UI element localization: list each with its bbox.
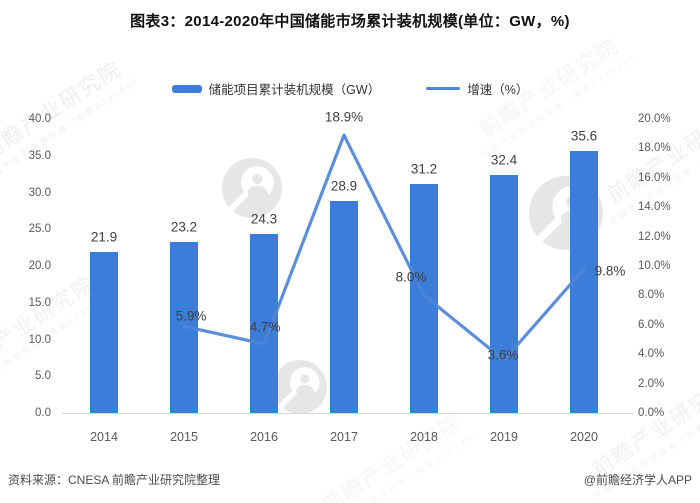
bar-value-label: 28.9 bbox=[330, 178, 358, 194]
bar-value-label: 31.2 bbox=[410, 161, 438, 177]
bar-2019 bbox=[490, 174, 518, 413]
x-axis-label: 2018 bbox=[410, 430, 438, 444]
y-axis-left-tick: 10.0 bbox=[28, 333, 51, 346]
y-axis-right-tick: 4.0% bbox=[638, 348, 665, 361]
source-note: 资料来源：CNESA 前瞻产业研究院整理 bbox=[8, 473, 221, 487]
legend-bar-swatch-icon bbox=[171, 84, 202, 93]
y-axis-left-tick: 35.0 bbox=[28, 149, 51, 162]
legend-item-growth-rate: 增速（%） bbox=[426, 79, 528, 98]
y-axis-left-tick: 20.0 bbox=[28, 260, 51, 272]
x-axis-label: 2017 bbox=[330, 430, 358, 444]
bar-value-label: 23.2 bbox=[170, 219, 198, 235]
y-axis-left-tick: 25.0 bbox=[28, 223, 51, 236]
bar-value-label: 24.3 bbox=[250, 211, 278, 227]
y-axis-left-tick: 0.0 bbox=[35, 407, 51, 419]
x-axis-label: 2015 bbox=[170, 430, 198, 444]
legend-item-installed-capacity: 储能项目累计装机规模（GW） bbox=[171, 79, 381, 98]
y-axis-right-tick: 20.0% bbox=[638, 113, 671, 125]
legend: 储能项目累计装机规模（GW） 增速（%） bbox=[0, 79, 700, 98]
legend-label-installed-capacity: 储能项目累计装机规模（GW） bbox=[208, 83, 381, 97]
y-axis-right-tick: 14.0% bbox=[638, 201, 671, 214]
bar-2017 bbox=[330, 200, 358, 413]
credit-note: @前瞻经济学人APP bbox=[583, 473, 692, 487]
y-axis-right-tick: 12.0% bbox=[638, 230, 671, 243]
bar-value-label: 35.6 bbox=[570, 128, 598, 144]
x-axis-label: 2014 bbox=[90, 430, 118, 444]
x-axis-label: 2019 bbox=[490, 430, 518, 444]
growth-value-label: 8.0% bbox=[395, 269, 427, 285]
x-axis-label: 2020 bbox=[570, 430, 598, 444]
growth-value-label: 18.9% bbox=[324, 109, 364, 125]
growth-value-label: 9.8% bbox=[594, 263, 626, 279]
bar-value-label: 21.9 bbox=[90, 229, 118, 245]
y-axis-left-tick: 15.0 bbox=[28, 296, 51, 309]
y-axis-right-tick: 8.0% bbox=[638, 289, 665, 302]
y-axis-right-tick: 6.0% bbox=[638, 318, 665, 331]
footer: 资料来源：CNESA 前瞻产业研究院整理 @前瞻经济学人APP bbox=[0, 471, 700, 488]
bar-2014 bbox=[90, 252, 118, 413]
y-axis-left-tick: 30.0 bbox=[28, 186, 51, 199]
legend-line-swatch-icon bbox=[426, 86, 461, 91]
legend-label-growth-rate: 增速（%） bbox=[467, 83, 529, 97]
y-axis-right-tick: 18.0% bbox=[638, 142, 671, 155]
growth-value-label: 3.6% bbox=[487, 347, 519, 363]
bar-value-label: 32.4 bbox=[490, 152, 518, 168]
y-axis-left-tick: 5.0 bbox=[35, 370, 51, 383]
x-axis-label: 2016 bbox=[250, 430, 278, 444]
y-axis-right-tick: 0.0% bbox=[638, 407, 665, 419]
growth-value-label: 5.9% bbox=[175, 308, 207, 324]
growth-value-label: 4.7% bbox=[249, 319, 281, 335]
bar-2015 bbox=[170, 242, 198, 413]
y-axis-right-tick: 16.0% bbox=[638, 171, 671, 184]
bar-2018 bbox=[410, 183, 438, 413]
x-axis-line bbox=[62, 413, 634, 414]
chart-title: 图表3：2014-2020年中国储能市场累计装机规模(单位：GW，%) bbox=[130, 13, 570, 30]
y-axis-right-tick: 10.0% bbox=[638, 260, 671, 272]
bar-2020 bbox=[570, 151, 598, 413]
y-axis-right-tick: 2.0% bbox=[638, 377, 665, 390]
y-axis-left-tick: 40.0 bbox=[28, 113, 51, 125]
